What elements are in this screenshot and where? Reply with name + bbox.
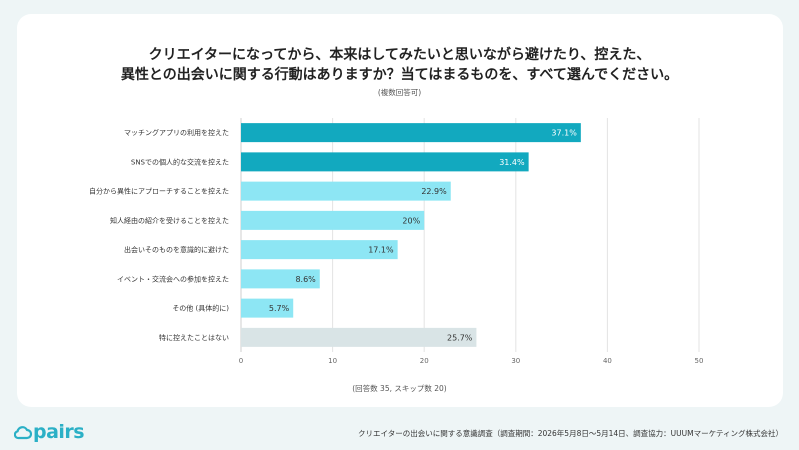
x-tick-label: 10: [328, 357, 337, 365]
category-label: 自分から異性にアプローチすることを控えた: [89, 187, 229, 196]
bar-value-label: 31.4%: [499, 158, 525, 167]
response-count-note: (回答数 35, スキップ数 20): [352, 384, 447, 393]
bar-value-label: 37.1%: [551, 129, 577, 138]
bar: [241, 152, 529, 172]
chart-subtitle: (複数回答可): [377, 88, 422, 97]
bar: [241, 123, 581, 143]
cloud-icon: [14, 426, 32, 440]
bar-value-label: 20%: [402, 216, 420, 225]
category-label: 知人経由の紹介を受けることを控えた: [110, 216, 229, 225]
category-label: イベント・交流会への参加を控えた: [117, 274, 229, 283]
chart-title-line-2: 異性との出会いに関する行動はありますか？当てはまるものを、すべて選んでください。: [120, 67, 679, 83]
bar-value-label: 5.7%: [269, 304, 290, 313]
bar: [241, 269, 320, 289]
pairs-logo: pairs: [14, 421, 85, 443]
chart-title-line-1: クリエイターになってから、本来はしてみたいと思いながら避けたり、控えた、: [148, 47, 651, 63]
bar: [241, 327, 477, 347]
bar: [241, 240, 398, 260]
x-tick-label: 40: [603, 357, 612, 365]
category-label: SNSでの個人的な交流を控えた: [131, 157, 229, 166]
bar-value-label: 25.7%: [447, 333, 473, 342]
bar-value-label: 17.1%: [368, 246, 394, 255]
bar: [241, 210, 425, 230]
category-label: その他 (具体的に): [172, 304, 229, 313]
x-tick-label: 20: [420, 357, 429, 365]
x-tick-label: 0: [239, 357, 243, 365]
category-label: 特に控えたことはない: [159, 333, 229, 342]
survey-footer: クリエイターの出会いに関する意識調査（調査期間：2026年5月8日〜5月14日、…: [358, 429, 783, 438]
bar: [241, 181, 451, 201]
x-tick-label: 50: [695, 357, 704, 365]
category-label: マッチングアプリの利用を控えた: [124, 128, 229, 137]
bar-value-label: 8.6%: [295, 275, 316, 284]
category-label: 出会いそのものを意識的に避けた: [124, 245, 229, 254]
brand-name: pairs: [33, 421, 85, 443]
x-tick-label: 30: [511, 357, 520, 365]
bar: [241, 298, 294, 318]
bar-value-label: 22.9%: [421, 187, 447, 196]
